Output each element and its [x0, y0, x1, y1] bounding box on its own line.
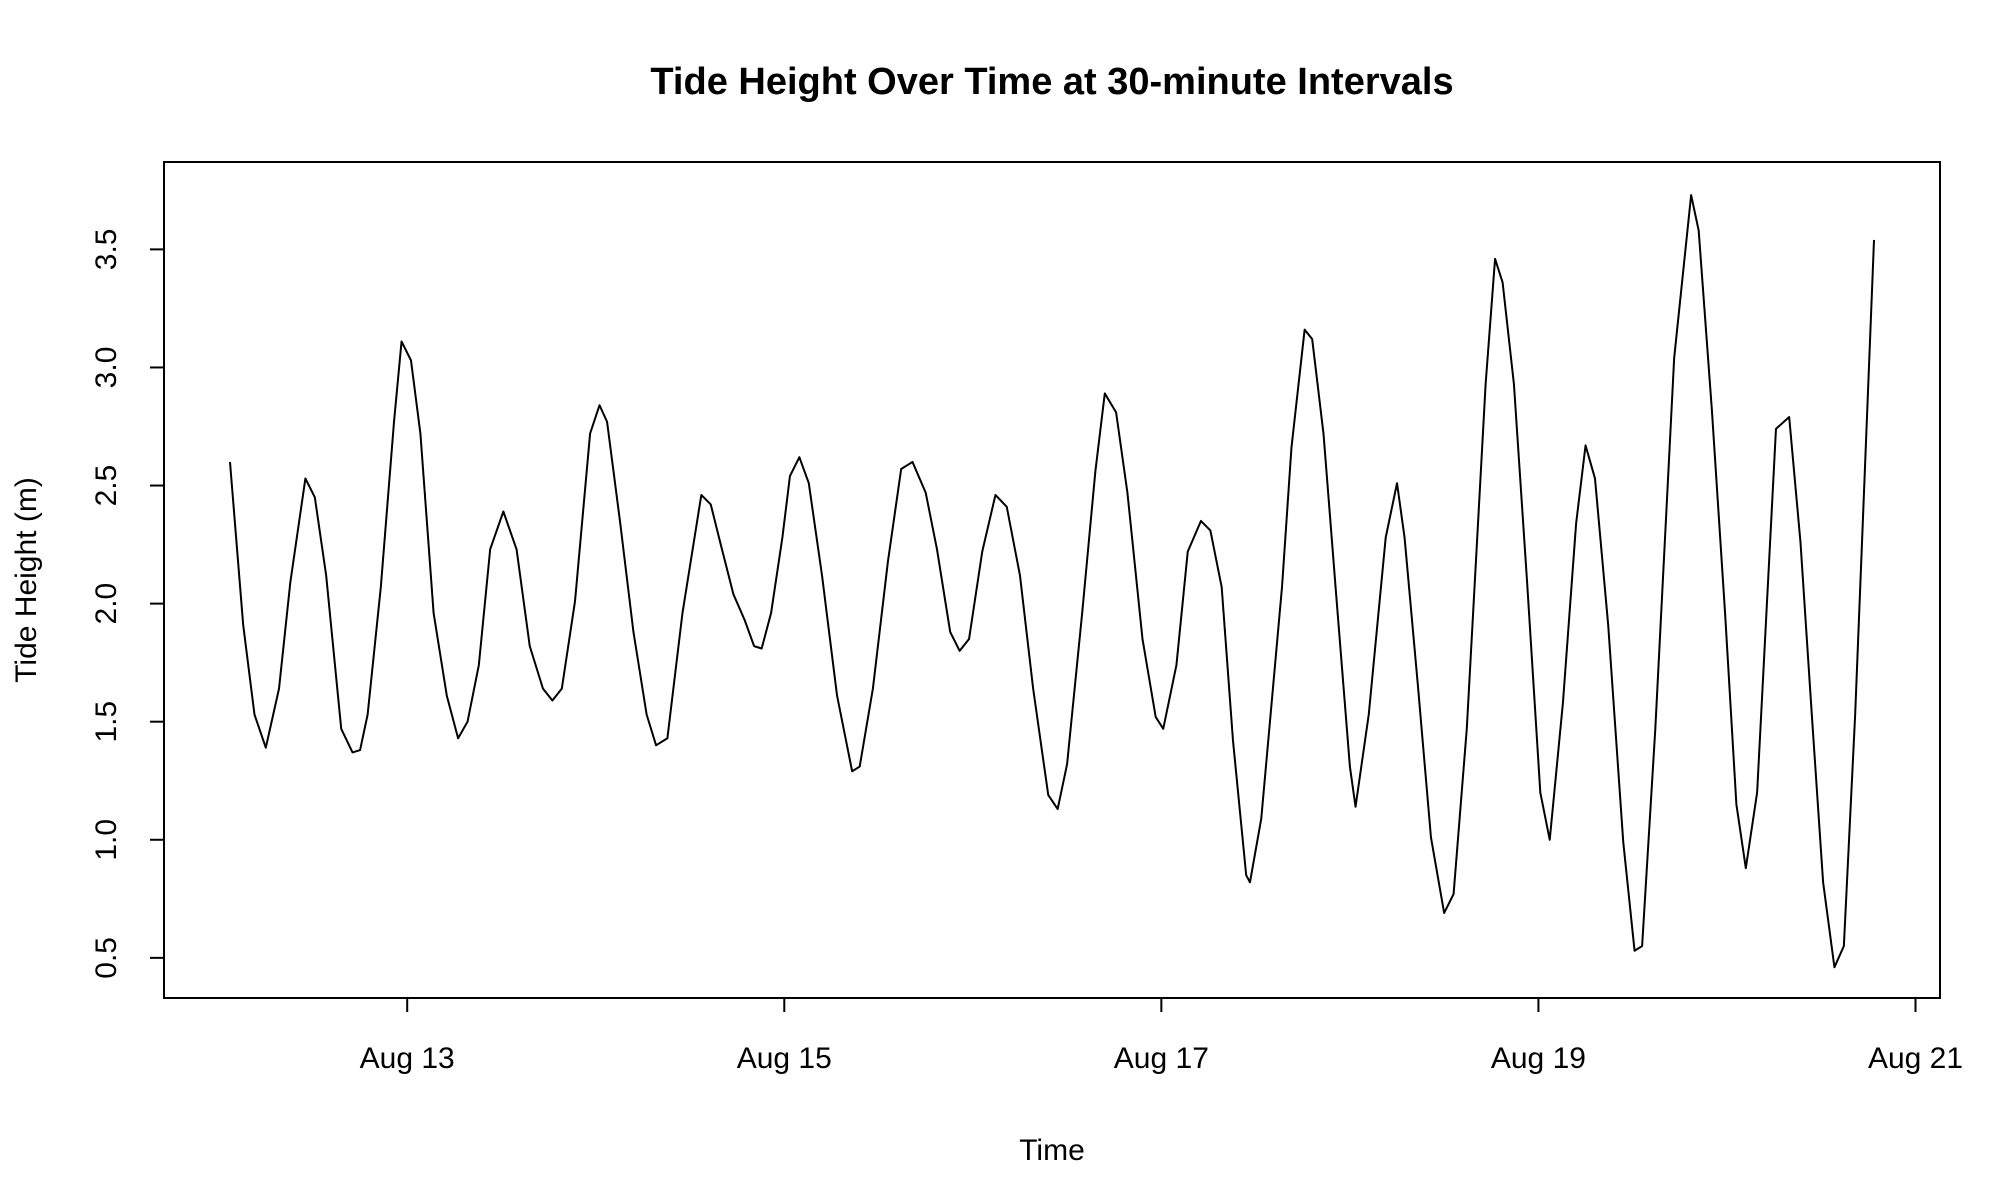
- x-axis-label: Time: [1019, 1134, 1085, 1167]
- x-tick-label: Aug 21: [1868, 1042, 1963, 1075]
- x-tick-label: Aug 13: [360, 1042, 455, 1075]
- plot-frame: [163, 161, 1941, 999]
- chart-title: Tide Height Over Time at 30-minute Inter…: [650, 61, 1453, 103]
- tide-line: [228, 194, 1876, 969]
- y-tick-label: 3.5: [90, 229, 123, 271]
- x-tick-label: Aug 15: [737, 1042, 832, 1075]
- y-tick-label: 3.0: [90, 347, 123, 389]
- x-tick-label: Aug 17: [1114, 1042, 1209, 1075]
- y-tick-label: 0.5: [90, 937, 123, 979]
- y-tick-label: 1.5: [90, 701, 123, 743]
- y-tick-label: 2.5: [90, 465, 123, 507]
- x-tick-label: Aug 19: [1491, 1042, 1586, 1075]
- y-tick-label: 1.0: [90, 819, 123, 861]
- y-axis-label: Tide Height (m): [10, 477, 43, 683]
- y-tick-label: 2.0: [90, 583, 123, 625]
